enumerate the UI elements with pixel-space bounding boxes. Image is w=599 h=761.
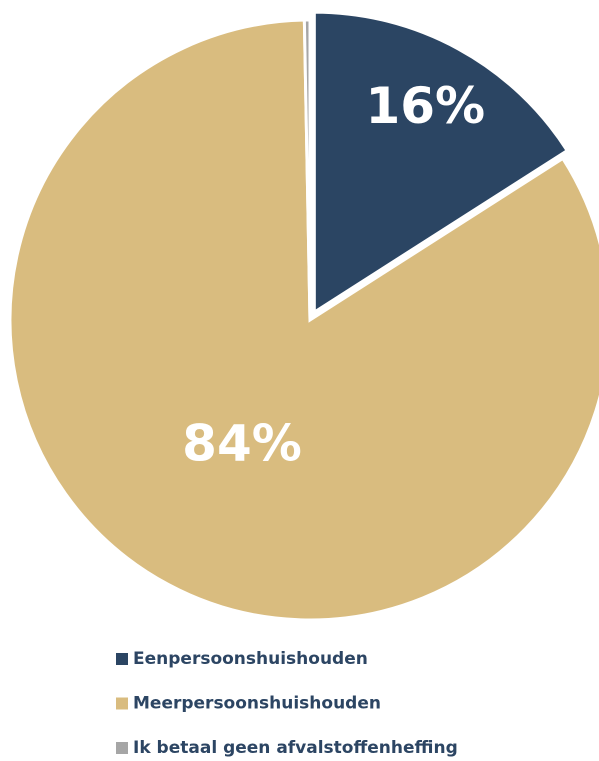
pie-slice bbox=[312, 10, 570, 315]
legend-swatch bbox=[116, 653, 128, 665]
legend-swatch bbox=[116, 742, 128, 754]
legend-swatch bbox=[116, 697, 128, 710]
pie-slice bbox=[8, 18, 599, 622]
legend-label: Eenpersoonshuishouden bbox=[133, 649, 368, 669]
data-label: 84% bbox=[182, 414, 302, 472]
legend-label: Meerpersoonshuishouden bbox=[133, 694, 381, 714]
legend-label: Ik betaal geen afvalstoffenheffing bbox=[133, 738, 458, 758]
data-label: 16% bbox=[365, 77, 485, 135]
pie-slice bbox=[302, 18, 312, 321]
